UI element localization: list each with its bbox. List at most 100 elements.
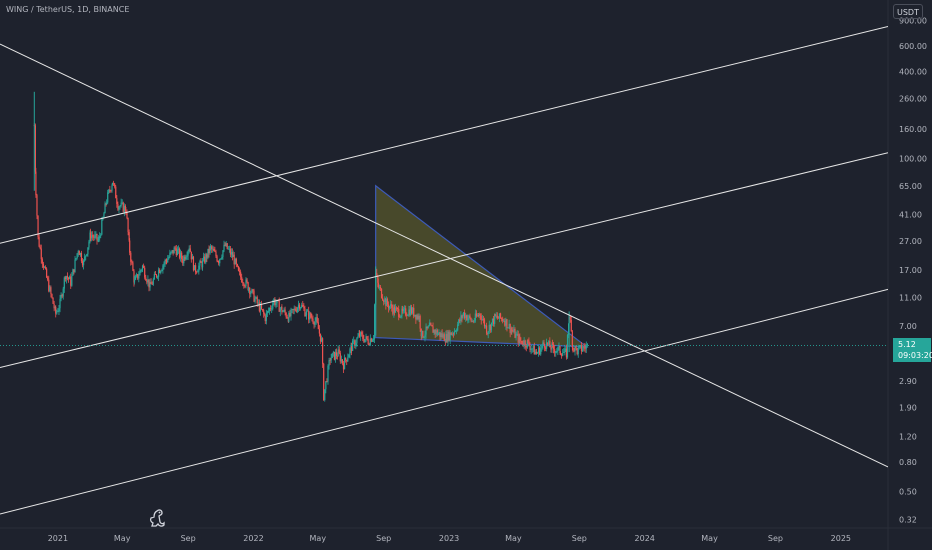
candle-body [582, 346, 584, 350]
candle-body [489, 324, 491, 331]
candle-body [210, 246, 212, 248]
candle-body [366, 336, 368, 340]
candle-body [369, 338, 371, 345]
candle-body [362, 334, 364, 339]
candle-body [183, 256, 185, 264]
candle-body [35, 171, 37, 196]
candle-body [209, 246, 211, 254]
candle-body [557, 347, 559, 351]
candle-body [207, 248, 209, 258]
candle-body [50, 287, 52, 295]
candle-body [182, 259, 184, 264]
candle-body [521, 340, 523, 344]
candle-body [583, 346, 585, 348]
candle-body [260, 304, 263, 310]
candle-body [458, 319, 460, 325]
candle-body [382, 297, 384, 301]
candle-body [492, 318, 495, 324]
candle-body [244, 285, 246, 287]
candle-body [49, 287, 51, 292]
candle-body [334, 352, 337, 360]
candle-body [250, 292, 252, 295]
tradingview-dino-icon[interactable] [148, 508, 166, 528]
candle-body [150, 282, 152, 285]
candle-body [236, 264, 239, 267]
candle-body [300, 307, 302, 309]
candle-body [319, 333, 322, 342]
candle-body [571, 331, 573, 348]
candle-body [340, 359, 342, 362]
candle-body [63, 277, 65, 289]
x-tick-label: 2021 [48, 534, 68, 543]
candle-body [354, 340, 356, 347]
candle-body [581, 349, 584, 352]
candle-body [214, 251, 216, 252]
candle-body [515, 334, 517, 338]
candle-body [325, 381, 327, 390]
candle-body [459, 319, 461, 322]
candle-body [122, 202, 124, 212]
candle-body [328, 360, 330, 366]
candle-body [477, 315, 480, 317]
candle-body [51, 294, 53, 298]
candle-body [37, 215, 39, 238]
candle-body [482, 319, 484, 321]
candle-body [377, 275, 379, 283]
candle-body [447, 331, 449, 342]
candle-body [488, 324, 490, 332]
candle-body [544, 347, 547, 349]
candle-body [534, 351, 536, 355]
candle-body [199, 260, 201, 266]
candle-body [305, 311, 308, 316]
candle-body [361, 332, 363, 335]
currency-button[interactable]: USDT [893, 4, 923, 19]
candle-body [383, 300, 385, 302]
x-tick-label: May [701, 534, 718, 543]
candle-body [283, 309, 285, 312]
y-tick-label: 160.00 [899, 125, 927, 134]
candle-body [440, 333, 442, 337]
candle-body [323, 363, 325, 401]
candle-body [274, 299, 276, 305]
candle-body [476, 315, 479, 317]
candle-body [347, 357, 349, 362]
candle-body [424, 334, 426, 337]
candle-body [66, 276, 69, 278]
candle-body [569, 316, 571, 320]
candle-body [158, 269, 160, 277]
candle-body [294, 308, 296, 311]
candle-body [454, 331, 457, 333]
candle-body [528, 340, 530, 346]
candle-body [87, 247, 89, 255]
candle-body [167, 258, 169, 263]
candle-body [393, 306, 396, 313]
candle-body [100, 234, 102, 237]
candle-body [547, 342, 549, 345]
candle-body [263, 310, 265, 314]
candle-body [445, 334, 447, 343]
candle-body [95, 234, 97, 236]
candle-body [511, 329, 513, 331]
candle-body [332, 351, 334, 354]
candle-body [118, 206, 120, 210]
candle-body [233, 254, 235, 265]
y-tick-label: 600.00 [899, 42, 927, 51]
candle-body [79, 252, 81, 256]
candle-body [36, 195, 38, 216]
trendline [0, 26, 888, 244]
candle-body [254, 298, 256, 302]
candle-body [279, 308, 281, 312]
candle-body [337, 349, 339, 357]
candle-body [564, 348, 566, 352]
candle-body [215, 251, 217, 257]
candle-body [462, 314, 464, 318]
candle-body [499, 313, 502, 319]
candle-body [41, 259, 43, 264]
candle-body [563, 351, 565, 353]
candle-body [556, 350, 558, 352]
candle-body [264, 315, 266, 322]
candle-body [292, 309, 294, 311]
candle-body [153, 274, 155, 280]
y-tick-label: 1.90 [899, 404, 917, 413]
